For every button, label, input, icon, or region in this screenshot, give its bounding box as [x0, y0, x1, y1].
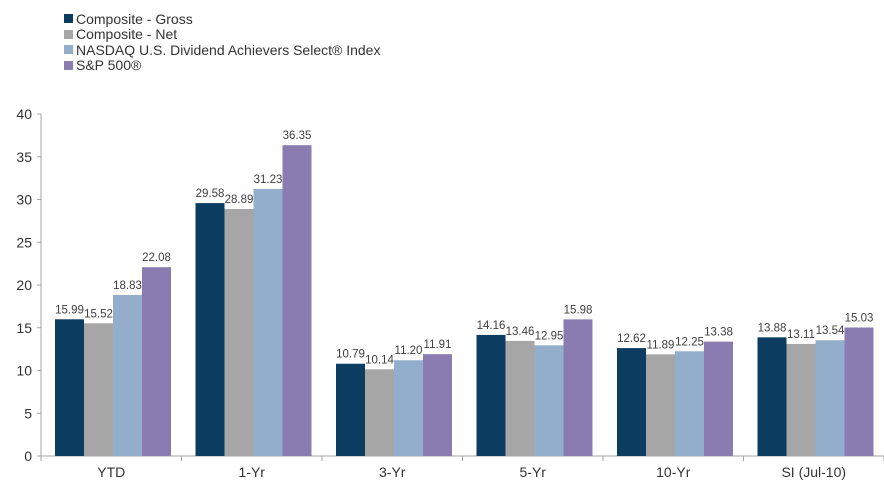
data-label: 13.88 [758, 322, 787, 334]
data-label: 29.58 [196, 188, 225, 200]
bar [394, 360, 423, 456]
legend-label: NASDAQ U.S. Dividend Achievers Select® I… [76, 41, 381, 58]
bar [336, 363, 365, 456]
data-label: 13.46 [506, 326, 535, 338]
x-tick-label: 5-Yr [520, 464, 547, 480]
bar [142, 267, 171, 456]
bar [675, 351, 704, 456]
y-tick-label: 5 [24, 405, 32, 421]
bar [617, 348, 646, 456]
x-tick-label: 1-Yr [239, 464, 266, 480]
data-label: 18.83 [113, 280, 142, 292]
data-label: 15.99 [55, 304, 84, 316]
data-label: 15.98 [564, 304, 593, 316]
y-tick-label: 20 [16, 277, 32, 293]
bar [534, 345, 564, 456]
legend-swatch [64, 45, 73, 55]
bar [84, 323, 113, 456]
y-tick-label: 15 [16, 320, 32, 336]
data-label: 22.08 [142, 252, 171, 264]
legend-item-composite-net: Composite - Net [64, 26, 380, 43]
data-label: 14.16 [477, 320, 506, 332]
bar [113, 295, 142, 456]
data-label: 15.03 [845, 312, 874, 324]
legend-item-nasdaq-index: NASDAQ U.S. Dividend Achievers Select® I… [64, 42, 380, 58]
bar [423, 354, 452, 456]
legend-swatch [64, 14, 73, 24]
data-label: 36.35 [283, 130, 312, 142]
data-label: 15.52 [84, 308, 113, 320]
data-label: 13.38 [704, 327, 733, 339]
bar [563, 319, 593, 456]
x-tick-label: 3-Yr [379, 464, 406, 480]
x-tick-label: SI (Jul-10) [781, 464, 846, 480]
data-label: 31.23 [254, 174, 283, 186]
legend-item-sp500: S&P 500® [64, 57, 380, 74]
bar [282, 145, 312, 456]
legend-item-composite-gross: Composite - Gross [64, 11, 380, 27]
bar [646, 354, 675, 456]
bar [476, 334, 506, 456]
bar [757, 337, 787, 456]
bar [365, 369, 394, 456]
data-label: 12.62 [617, 333, 646, 345]
data-label: 13.11 [787, 329, 815, 341]
data-label: 10.79 [336, 349, 365, 361]
bar [786, 343, 816, 456]
y-tick-label: 40 [16, 106, 32, 122]
y-tick-label: 10 [16, 363, 32, 379]
data-label: 28.89 [225, 194, 254, 206]
bar [55, 319, 84, 456]
legend-label: Composite - Gross [76, 10, 193, 27]
y-tick-label: 0 [24, 448, 32, 464]
bar [844, 327, 874, 456]
data-label: 12.95 [535, 330, 564, 342]
bar [505, 340, 535, 456]
data-label: 11.89 [647, 339, 675, 351]
legend-swatch [64, 60, 73, 70]
bar [224, 208, 254, 456]
data-label: 13.54 [816, 325, 845, 337]
bar [815, 340, 845, 456]
x-tick-label: 10-Yr [656, 464, 691, 480]
legend-swatch [64, 29, 73, 39]
y-tick-label: 25 [16, 234, 32, 250]
chart-legend: Composite - Gross Composite - Net NASDAQ… [64, 11, 380, 73]
data-label: 10.14 [365, 354, 394, 366]
legend-label: S&P 500® [76, 57, 142, 74]
x-tick-label: YTD [97, 464, 125, 480]
legend-label: Composite - Net [76, 26, 178, 43]
data-label: 11.20 [395, 345, 423, 357]
bar [195, 203, 225, 456]
bar [253, 188, 283, 456]
data-label: 11.91 [424, 339, 452, 351]
data-label: 12.25 [675, 336, 704, 348]
bar [704, 341, 733, 456]
y-tick-label: 30 [16, 192, 32, 208]
y-tick-label: 35 [16, 149, 32, 165]
